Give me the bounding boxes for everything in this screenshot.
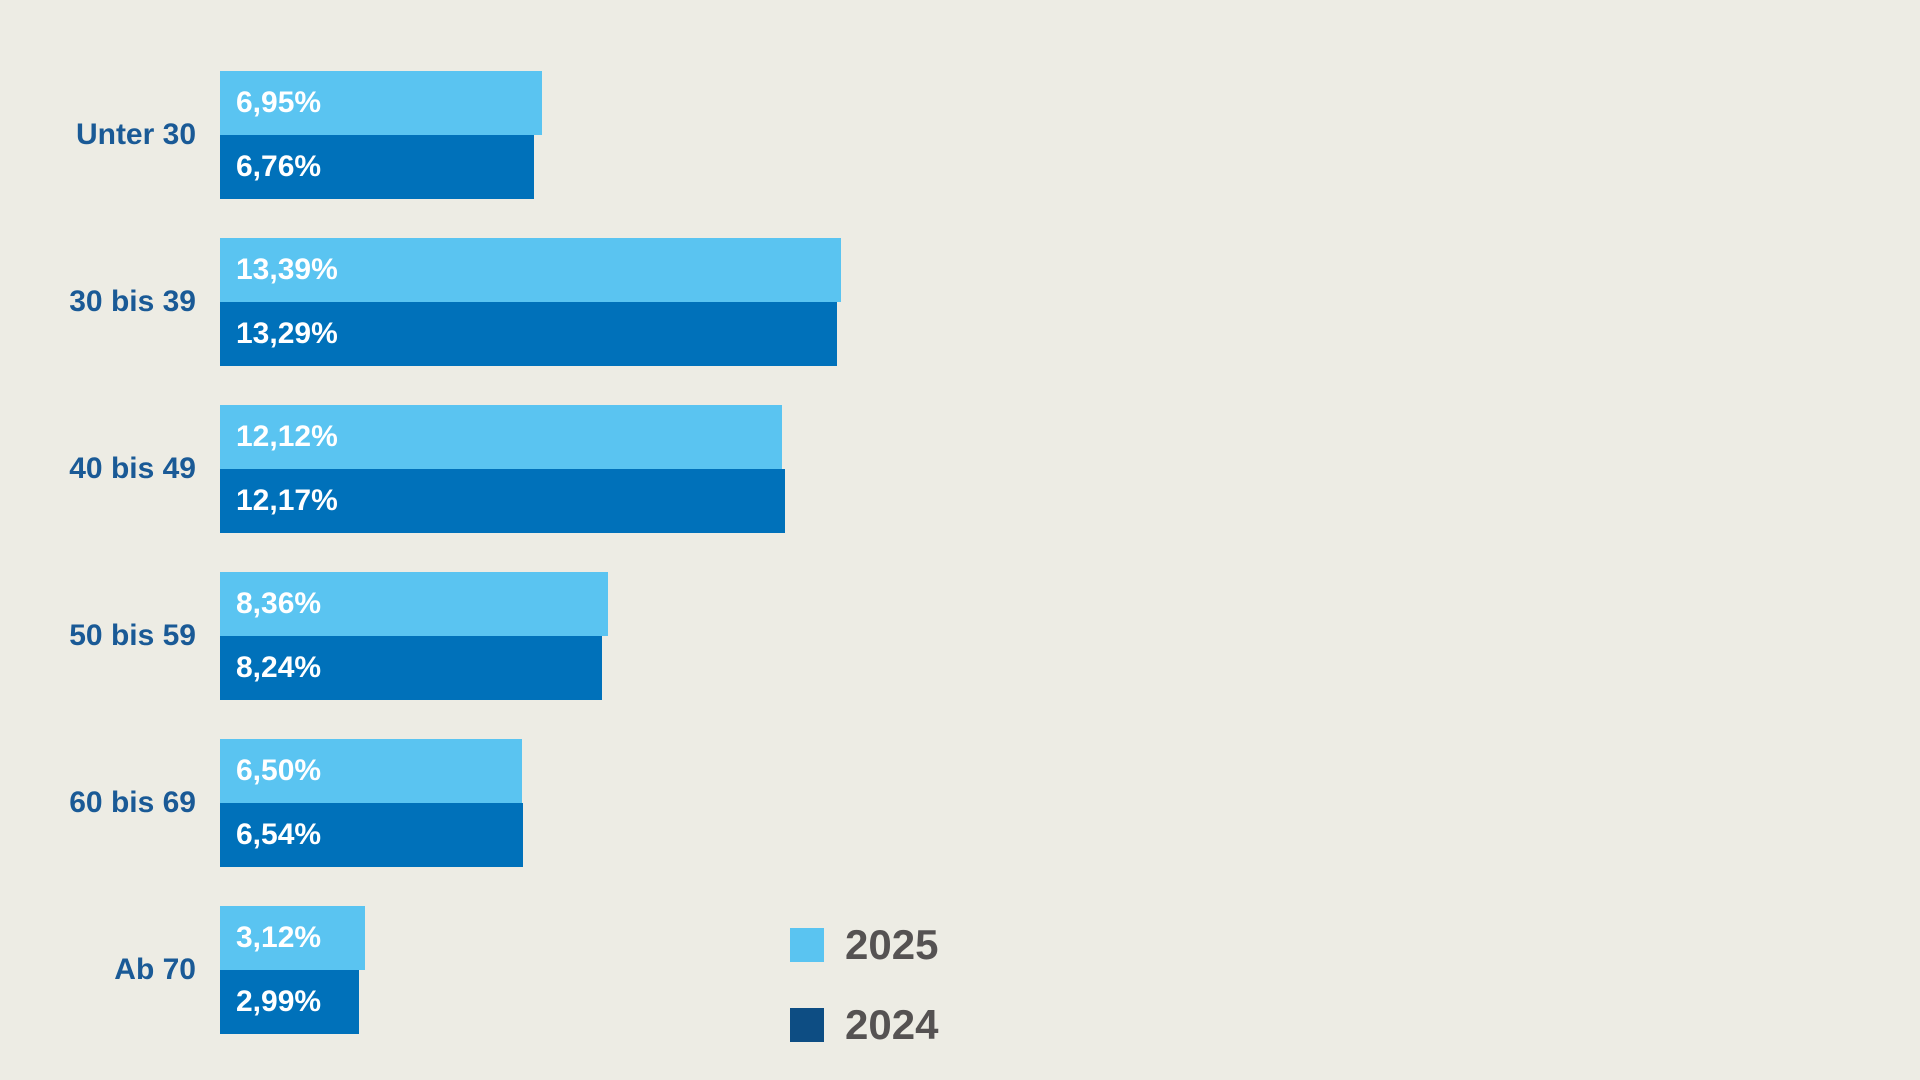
bar-value-label-2024: 8,24%: [236, 651, 322, 684]
category-label: Ab 70: [114, 953, 196, 986]
bar-2024: 8,24%: [220, 636, 603, 700]
category-label: Unter 30: [75, 118, 196, 151]
category-label: 60 bis 69: [69, 786, 196, 819]
legend-item-2024: 2024: [790, 1001, 939, 1048]
bar-2025: 13,39%: [220, 238, 842, 302]
legend-swatch-2024-icon: [790, 1008, 824, 1042]
bar-2024: 2,99%: [220, 970, 359, 1034]
bar-2024: 6,76%: [220, 135, 534, 199]
category-label: 30 bis 39: [69, 285, 196, 318]
bar-group-row: 60 bis 69 6,50% 6,54%: [0, 739, 1920, 867]
bar-value-label-2024: 12,17%: [236, 484, 338, 517]
legend-label-2024: 2024: [845, 1001, 939, 1048]
bar-pair: 12,12% 12,17%: [220, 405, 785, 533]
bar-value-label-2025: 12,12%: [236, 420, 338, 453]
bar-value-label-2025: 6,50%: [236, 754, 322, 787]
bar-value-label-2025: 13,39%: [236, 253, 338, 286]
bar-value-label-2025: 8,36%: [236, 587, 322, 620]
bar-value-label-2024: 13,29%: [236, 317, 338, 350]
legend-label-2025: 2025: [845, 921, 939, 968]
bar-pair: 3,12% 2,99%: [220, 906, 365, 1034]
category-label: 50 bis 59: [69, 619, 196, 652]
bar-pair: 13,39% 13,29%: [220, 238, 842, 366]
bar-2024: 13,29%: [220, 302, 837, 366]
bar-group-row: 50 bis 59 8,36% 8,24%: [0, 572, 1920, 700]
bar-value-label-2024: 6,54%: [236, 818, 322, 851]
bar-value-label-2025: 3,12%: [236, 921, 322, 954]
bar-value-label-2024: 2,99%: [236, 985, 322, 1018]
legend-item-2025: 2025: [790, 921, 939, 968]
bar-pair: 6,95% 6,76%: [220, 71, 543, 199]
bar-2024: 6,54%: [220, 803, 524, 867]
bar-group-row: 30 bis 39 13,39% 13,29%: [0, 238, 1920, 366]
bar-group-row: Ab 70 3,12% 2,99%: [0, 906, 1920, 1034]
bar-2025: 6,50%: [220, 739, 522, 803]
bar-group-row: 40 bis 49 12,12% 12,17%: [0, 405, 1920, 533]
bar-pair: 8,36% 8,24%: [220, 572, 608, 700]
category-label: 40 bis 49: [69, 452, 196, 485]
bar-value-label-2025: 6,95%: [236, 86, 322, 119]
bar-pair: 6,50% 6,54%: [220, 739, 524, 867]
legend-swatch-2025-icon: [790, 928, 824, 962]
bar-2024: 12,17%: [220, 469, 785, 533]
bar-2025: 8,36%: [220, 572, 608, 636]
bar-2025: 6,95%: [220, 71, 543, 135]
bar-2025: 12,12%: [220, 405, 783, 469]
bar-value-label-2024: 6,76%: [236, 150, 322, 183]
bar-group-row: Unter 30 6,95% 6,76%: [0, 71, 1920, 199]
bar-2025: 3,12%: [220, 906, 365, 970]
